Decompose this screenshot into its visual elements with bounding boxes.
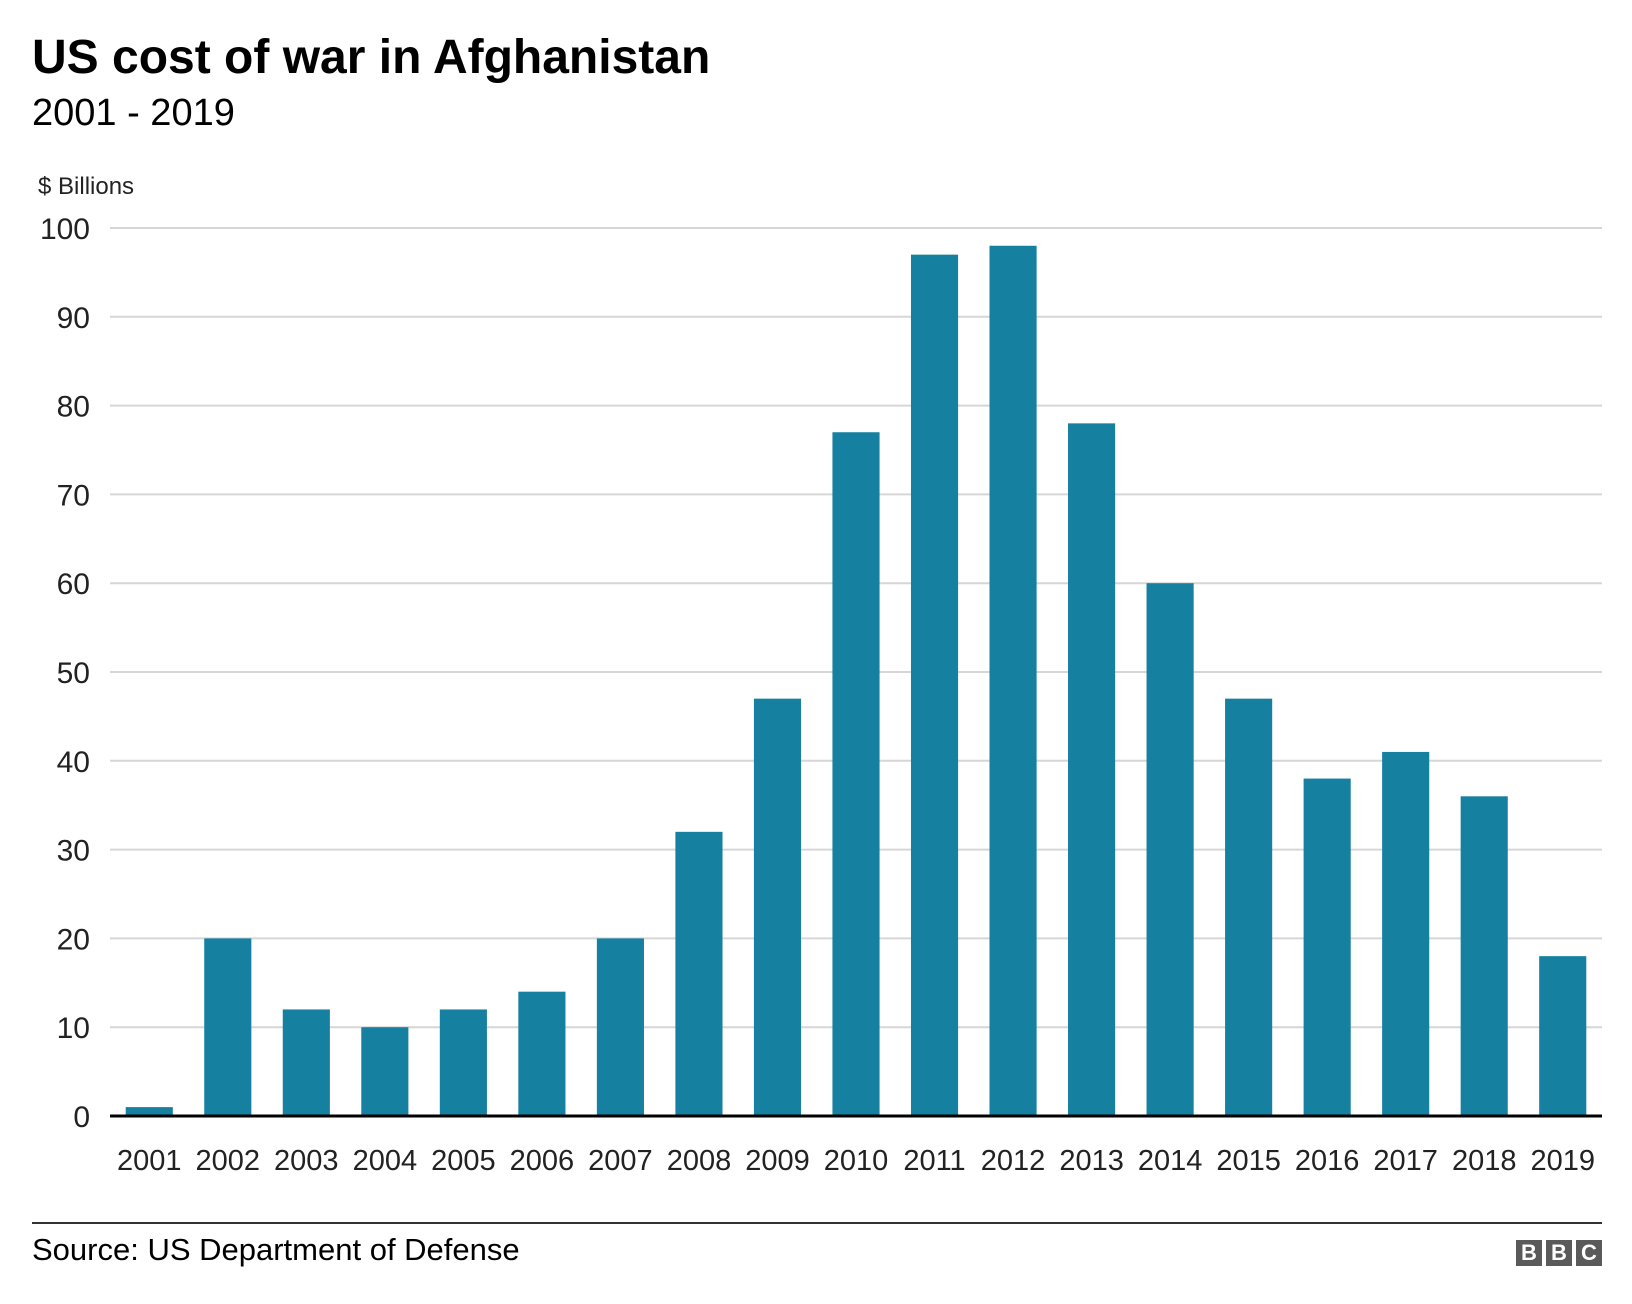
y-tick-label: 90 xyxy=(57,302,90,335)
bar-2014 xyxy=(1146,583,1194,1116)
x-tick-label: 2016 xyxy=(1295,1145,1360,1177)
x-tick-label: 2010 xyxy=(824,1145,889,1177)
chart-title: US cost of war in Afghanistan xyxy=(32,31,711,84)
bar-2009 xyxy=(753,698,802,1116)
bars xyxy=(125,245,1587,1116)
x-tick-label: 2005 xyxy=(431,1145,496,1177)
x-tick-label: 2002 xyxy=(196,1145,261,1177)
x-tick-label: 2001 xyxy=(117,1145,182,1177)
bar-2013 xyxy=(1068,423,1116,1116)
bbc-logo-letter: B xyxy=(1516,1240,1542,1266)
x-tick-label: 2019 xyxy=(1530,1145,1595,1177)
bar-2001 xyxy=(125,1107,173,1116)
x-tick-label: 2011 xyxy=(903,1145,965,1177)
bar-2017 xyxy=(1382,751,1430,1116)
x-tick-label: 2007 xyxy=(588,1145,653,1177)
x-tick-label: 2006 xyxy=(510,1145,575,1177)
chart-subtitle: 2001 - 2019 xyxy=(32,92,235,134)
y-tick-labels: 0 10 20 30 40 50 60 70 80 90 100 xyxy=(40,213,90,1134)
x-tick-label: 2009 xyxy=(745,1145,810,1177)
x-tick-label: 2015 xyxy=(1216,1145,1281,1177)
bar-2018 xyxy=(1460,796,1508,1116)
x-tick-label: 2014 xyxy=(1138,1145,1203,1177)
bar-2010 xyxy=(832,432,880,1116)
bbc-logo-letter: C xyxy=(1576,1240,1602,1266)
bar-2007 xyxy=(596,938,644,1116)
bbc-logo-letter: B xyxy=(1546,1240,1572,1266)
x-tick-label: 2017 xyxy=(1373,1145,1438,1177)
bar-2002 xyxy=(204,938,252,1116)
y-tick-label: 50 xyxy=(57,657,90,690)
bar-2015 xyxy=(1225,698,1273,1116)
y-tick-label: 100 xyxy=(40,213,90,246)
bar-2006 xyxy=(518,991,566,1116)
bar-2005 xyxy=(439,1009,487,1116)
y-tick-label: 20 xyxy=(57,923,90,956)
y-axis-label: $ Billions xyxy=(38,173,134,200)
y-tick-label: 60 xyxy=(57,568,90,601)
x-tick-label: 2012 xyxy=(981,1145,1046,1177)
x-tick-label: 2018 xyxy=(1452,1145,1517,1177)
bbc-logo: B B C xyxy=(1516,1240,1602,1266)
bar-2008 xyxy=(675,831,723,1116)
x-tick-label: 2003 xyxy=(274,1145,339,1177)
bar-2016 xyxy=(1303,778,1351,1116)
y-tick-label: 40 xyxy=(57,746,90,779)
bar-2004 xyxy=(361,1027,409,1116)
x-tick-label: 2013 xyxy=(1059,1145,1124,1177)
x-tick-label: 2008 xyxy=(667,1145,732,1177)
x-tick-labels: 2001 2002 2003 2004 2005 2006 2007 2008 2009 2010… xyxy=(117,1145,1595,1177)
bar-2019 xyxy=(1539,956,1587,1116)
y-tick-label: 0 xyxy=(73,1101,90,1134)
y-tick-label: 70 xyxy=(57,479,90,512)
source-note: Source: US Department of Defense xyxy=(32,1232,520,1267)
bar-2012 xyxy=(989,245,1037,1116)
bar-2011 xyxy=(910,254,959,1116)
y-tick-label: 30 xyxy=(57,835,90,868)
bar-2003 xyxy=(282,1009,330,1116)
y-tick-label: 80 xyxy=(57,391,90,424)
y-tick-label: 10 xyxy=(57,1012,90,1045)
x-tick-label: 2004 xyxy=(353,1145,418,1177)
footer-divider xyxy=(32,1222,1602,1224)
